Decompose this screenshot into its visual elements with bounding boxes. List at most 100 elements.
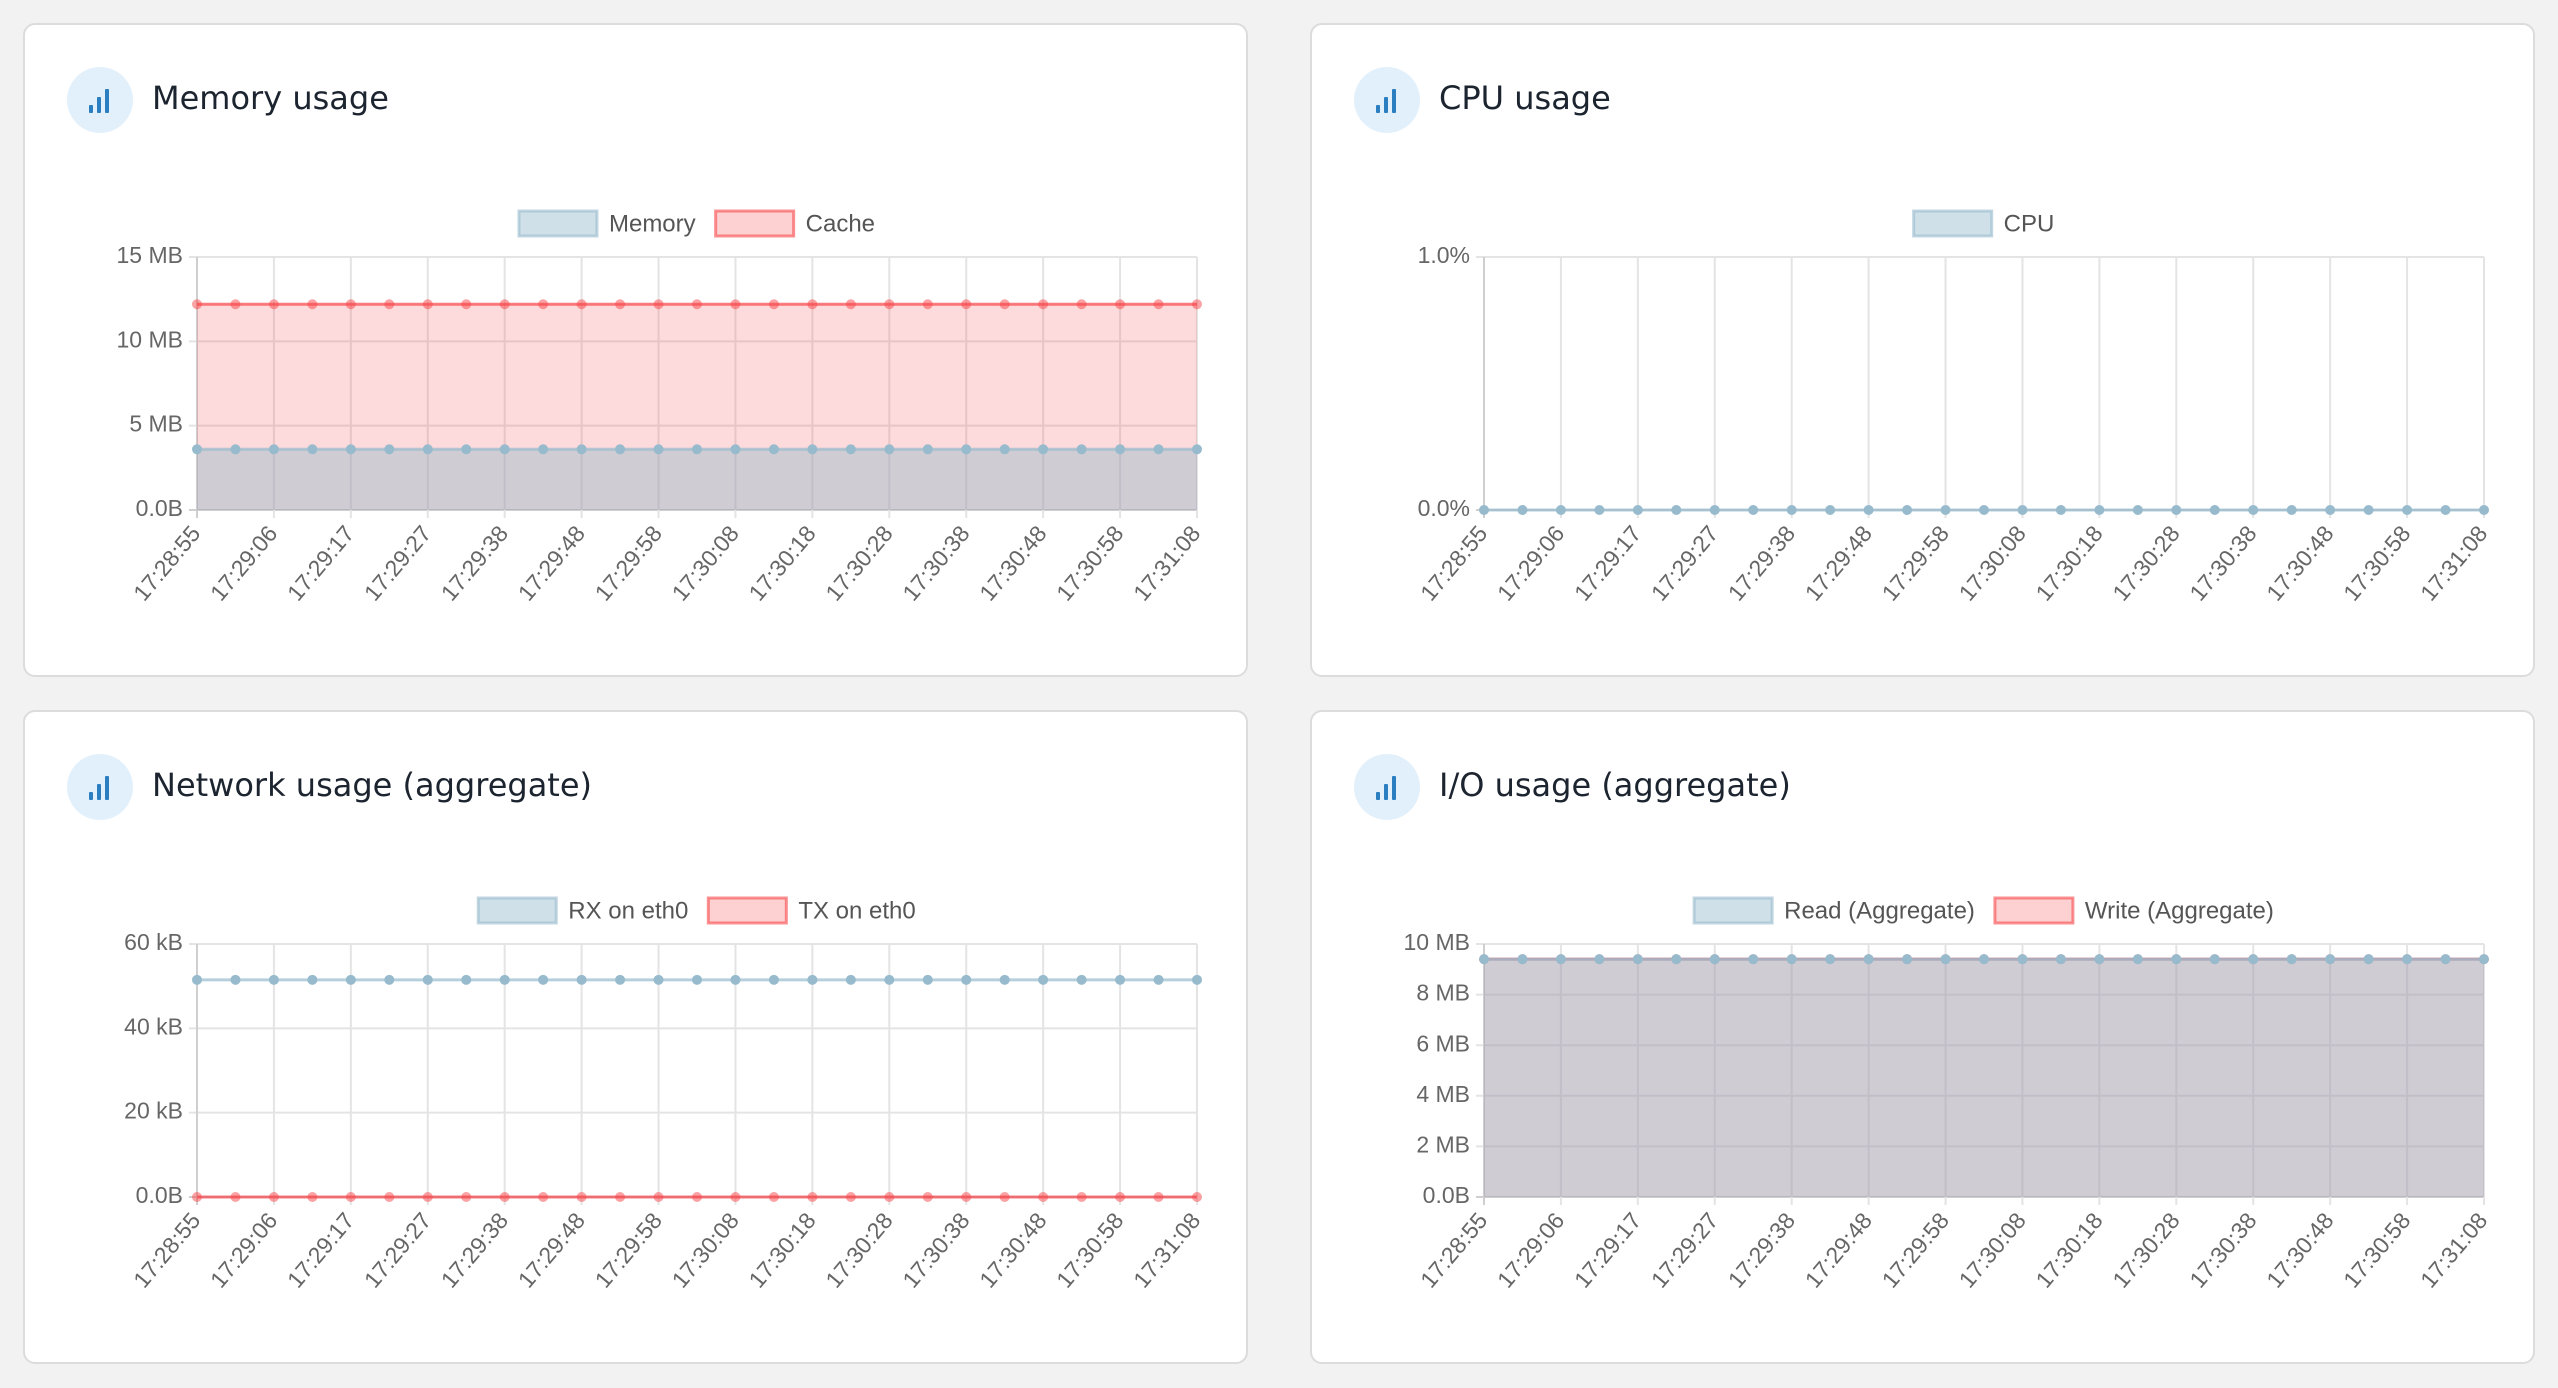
data-point xyxy=(576,444,587,455)
data-point xyxy=(2094,505,2105,515)
y-tick-label: 8 MB xyxy=(1416,980,1470,1006)
data-point xyxy=(1038,299,1049,310)
x-tick-label: 17:30:08 xyxy=(666,1207,743,1292)
x-tick-label: 17:30:28 xyxy=(2107,520,2184,605)
data-point xyxy=(2055,505,2066,515)
icon-bar xyxy=(1384,784,1388,800)
data-point xyxy=(653,444,664,455)
data-point xyxy=(922,974,933,985)
data-point xyxy=(538,1192,549,1202)
x-tick-label: 17:30:58 xyxy=(2338,1207,2415,1292)
legend-label: Cache xyxy=(806,210,875,237)
y-tick-label: 0.0B xyxy=(136,1182,183,1208)
data-point xyxy=(576,1192,587,1202)
data-point xyxy=(384,444,395,455)
chart-title: Memory usage xyxy=(152,79,389,117)
x-tick-label: 17:29:17 xyxy=(282,1207,359,1292)
y-tick-label: 4 MB xyxy=(1416,1081,1470,1107)
data-point xyxy=(1555,505,1566,515)
chart-title: I/O usage (aggregate) xyxy=(1439,766,1791,804)
data-point xyxy=(2402,505,2413,515)
x-tick-label: 17:31:08 xyxy=(1128,520,1205,605)
data-point xyxy=(730,444,741,455)
data-point xyxy=(1825,505,1836,515)
x-tick-label: 17:30:08 xyxy=(1953,520,2030,605)
data-point xyxy=(1076,444,1087,455)
data-point xyxy=(576,974,587,985)
data-point xyxy=(1940,505,1951,515)
card: Network usage (aggregate) 0.0B 20 kB 40 kB 6… xyxy=(23,710,1248,1364)
data-point xyxy=(422,974,433,985)
data-point xyxy=(384,1192,395,1202)
data-point xyxy=(384,974,395,985)
data-point xyxy=(768,299,779,310)
data-point xyxy=(422,1192,433,1202)
data-point xyxy=(999,444,1010,455)
x-tick-label: 17:29:06 xyxy=(1492,1207,1569,1292)
data-point xyxy=(1115,974,1126,985)
data-point xyxy=(615,974,626,985)
x-tick-label: 17:30:38 xyxy=(2184,520,2261,605)
x-tick-label: 17:29:06 xyxy=(1492,520,1569,605)
data-point xyxy=(422,299,433,310)
x-tick-label: 17:30:18 xyxy=(2030,1207,2107,1292)
x-tick-label: 17:29:38 xyxy=(1723,1207,1800,1292)
icon-bar xyxy=(97,784,101,800)
card: CPU usage 0.0% 1.0% 17:28:55 17:29:06 17:29:1… xyxy=(1310,23,2535,677)
icon-bar xyxy=(105,776,109,800)
data-point xyxy=(1115,299,1126,310)
data-point xyxy=(2171,954,2182,965)
data-point xyxy=(576,299,587,310)
legend-swatch xyxy=(1912,209,1994,238)
data-point xyxy=(961,1192,972,1202)
data-point xyxy=(884,1192,895,1202)
data-point xyxy=(730,299,741,310)
x-tick-label: 17:29:48 xyxy=(1800,520,1877,605)
icon-bar xyxy=(105,89,109,113)
y-tick-label: 0.0B xyxy=(1423,1182,1470,1208)
y-tick-label: 2 MB xyxy=(1416,1131,1470,1157)
x-tick-label: 17:29:48 xyxy=(1800,1207,1877,1292)
data-point xyxy=(615,444,626,455)
data-point xyxy=(692,444,702,455)
data-point xyxy=(1979,505,1989,515)
y-tick-label: 5 MB xyxy=(129,411,183,437)
data-point xyxy=(1192,444,1202,455)
x-tick-label: 17:31:08 xyxy=(2415,1207,2492,1292)
x-tick-label: 17:30:38 xyxy=(897,520,974,605)
x-tick-label: 17:28:55 xyxy=(128,1207,205,1292)
data-point xyxy=(2440,505,2451,515)
x-tick-label: 17:28:55 xyxy=(128,520,205,605)
data-point xyxy=(1076,299,1087,310)
data-point xyxy=(768,444,779,455)
data-point xyxy=(730,1192,741,1202)
icon-bar xyxy=(97,97,101,113)
x-tick-label: 17:29:27 xyxy=(1646,1207,1723,1292)
data-point xyxy=(1192,1192,1202,1202)
data-point xyxy=(692,299,702,310)
y-tick-label: 20 kB xyxy=(124,1098,183,1124)
data-point xyxy=(1115,444,1126,455)
data-point xyxy=(922,1192,933,1202)
data-point xyxy=(422,444,433,455)
x-tick-label: 17:28:55 xyxy=(1415,520,1492,605)
legend: RX on eth0 TX on eth0 xyxy=(476,896,916,925)
data-point xyxy=(845,1192,856,1202)
x-tick-label: 17:31:08 xyxy=(1128,1207,1205,1292)
y-tick-label: 6 MB xyxy=(1416,1030,1470,1056)
data-point xyxy=(692,974,702,985)
data-point xyxy=(1632,954,1643,965)
data-point xyxy=(461,1192,472,1202)
data-point xyxy=(538,974,549,985)
data-point xyxy=(2479,505,2489,515)
data-point xyxy=(1192,299,1202,310)
x-tick-label: 17:29:48 xyxy=(513,520,590,605)
x-tick-label: 17:29:48 xyxy=(513,1207,590,1292)
data-point xyxy=(345,1192,356,1202)
x-tick-label: 17:29:17 xyxy=(282,520,359,605)
data-point xyxy=(1038,974,1049,985)
data-point xyxy=(230,299,241,310)
x-tick-label: 17:29:38 xyxy=(1723,520,1800,605)
data-point xyxy=(1153,974,1164,985)
